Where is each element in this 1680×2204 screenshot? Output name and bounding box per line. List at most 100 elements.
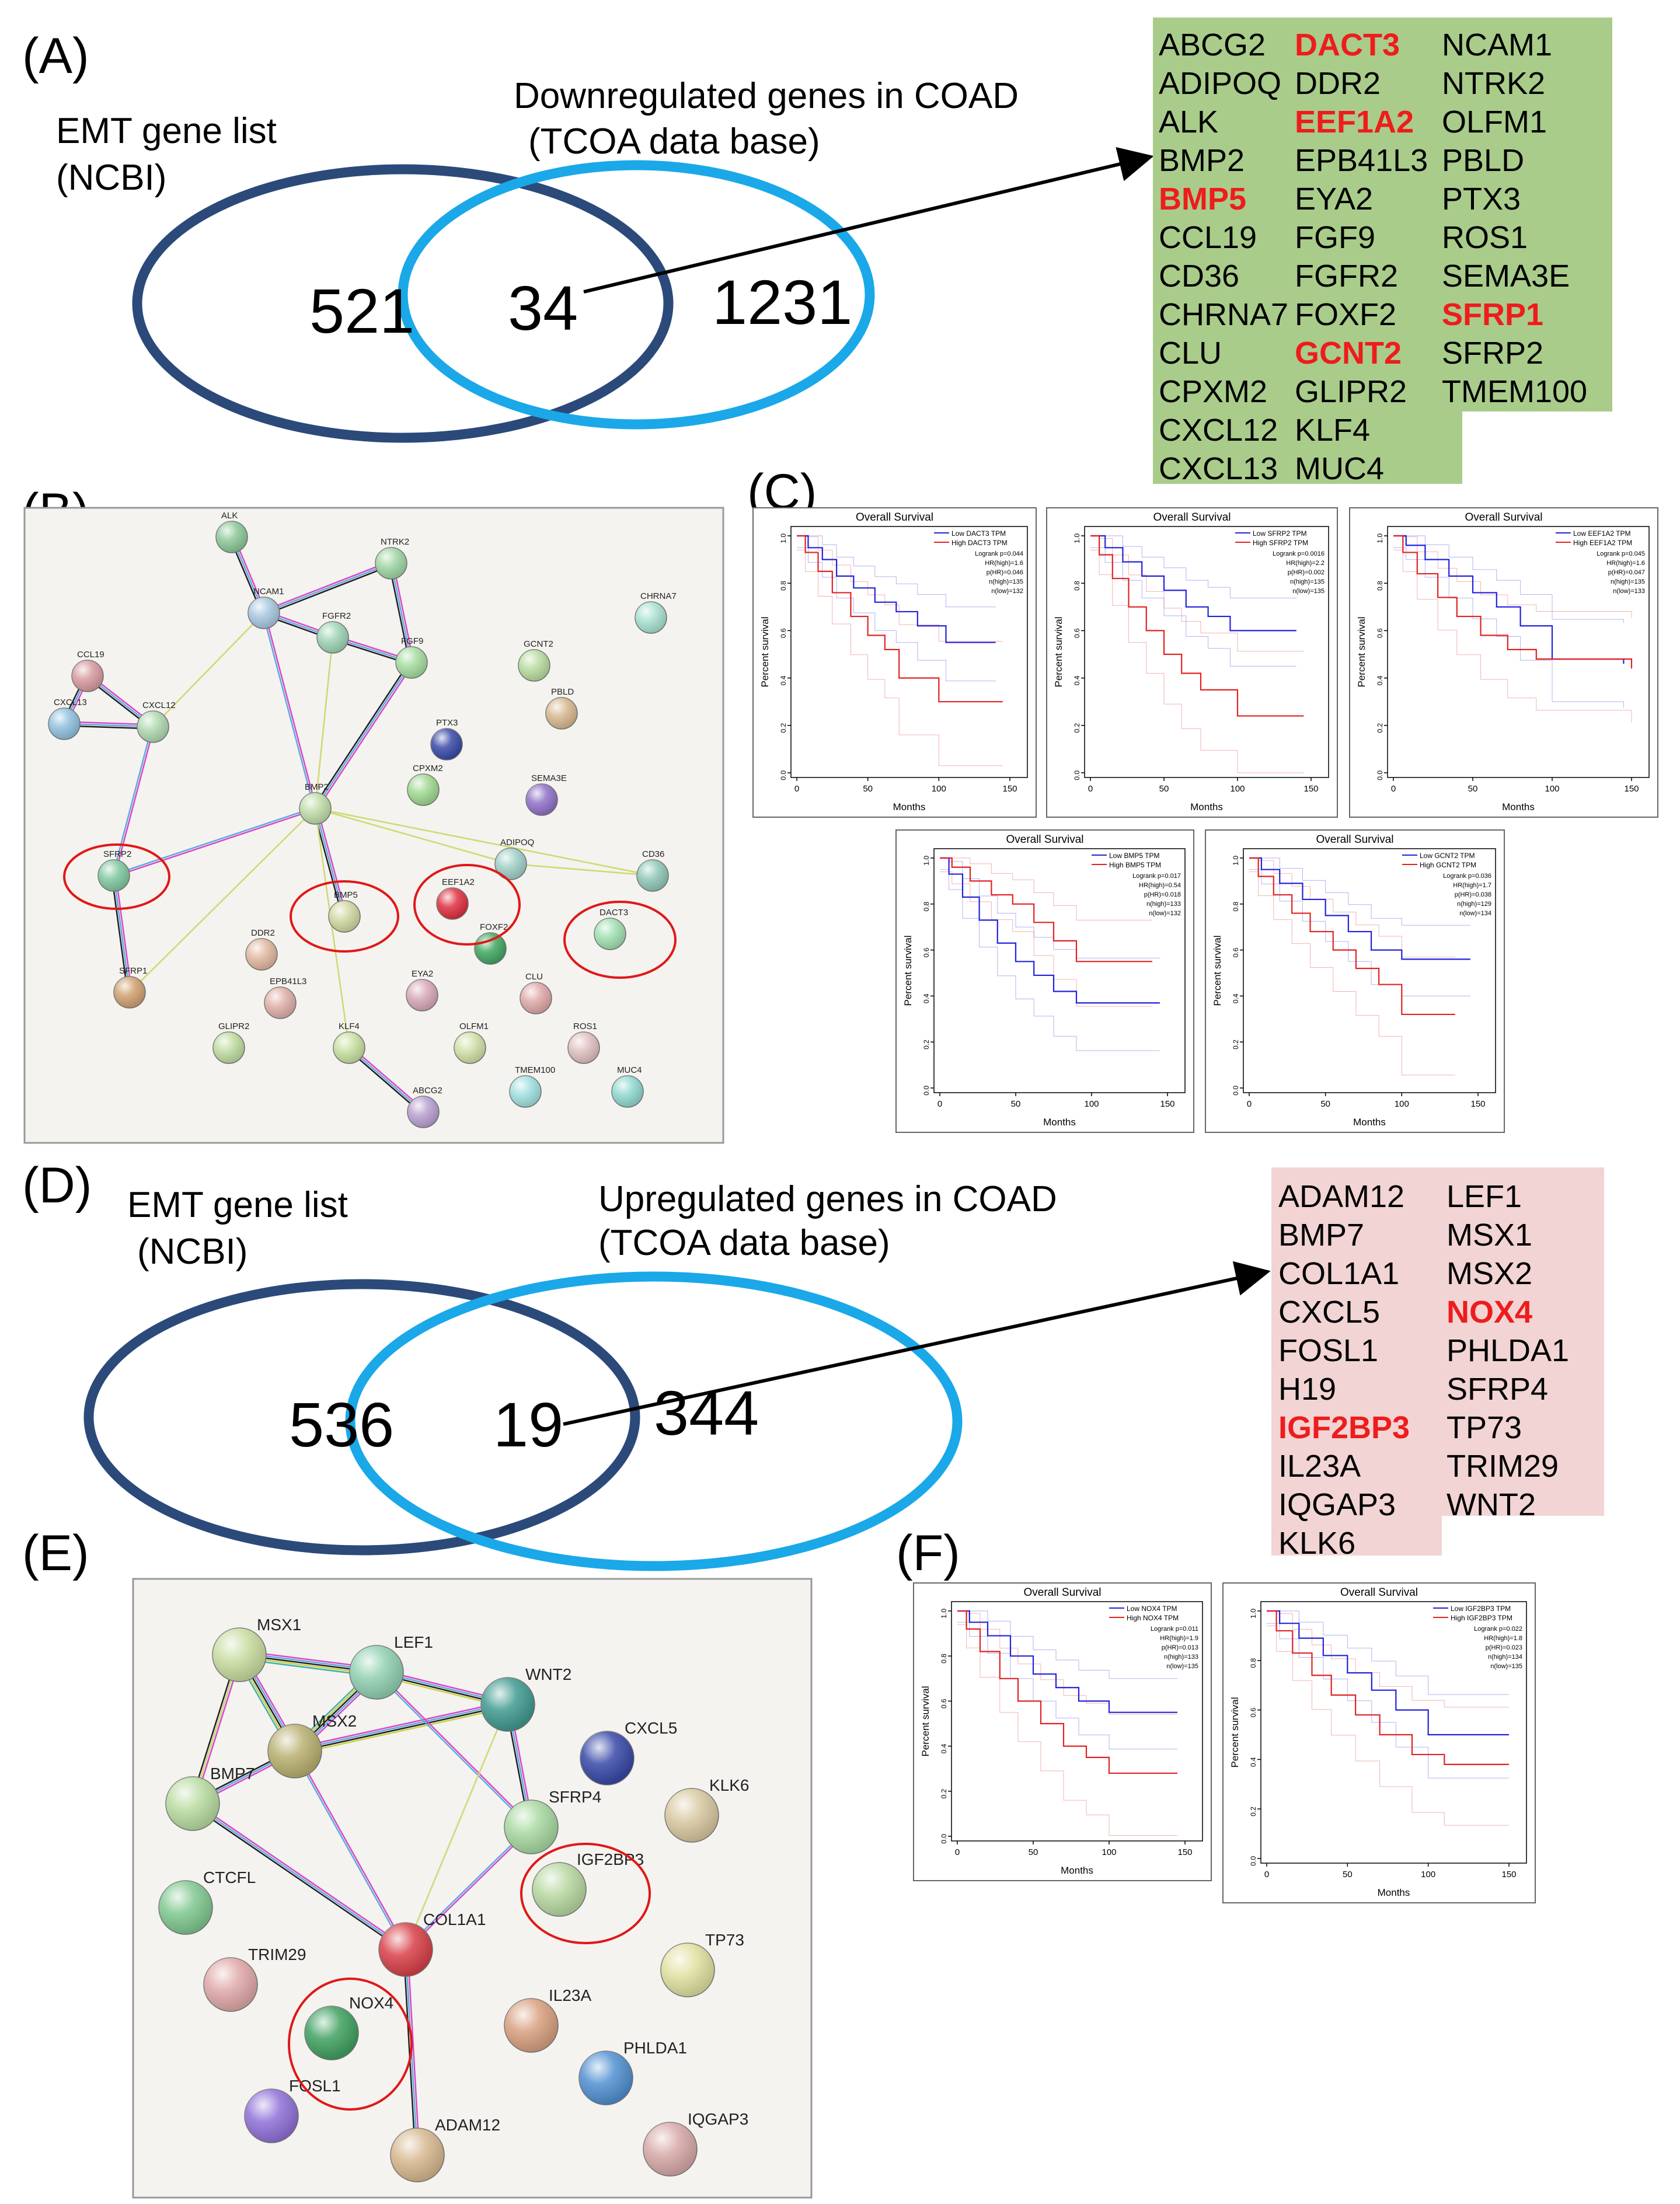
network-node-label: NOX4 bbox=[349, 1994, 393, 2012]
network-node-label: GCNT2 bbox=[524, 639, 553, 649]
stat-hr: HR(high)=2.2 bbox=[1286, 560, 1325, 567]
network-node-label: DDR2 bbox=[251, 928, 275, 938]
network-node-shine bbox=[504, 1800, 558, 1854]
gene-name: BMP7 bbox=[1278, 1218, 1364, 1253]
network-node-label: PBLD bbox=[551, 687, 574, 697]
network-node-label: EYA2 bbox=[412, 969, 433, 979]
gene-name: CXCL5 bbox=[1278, 1295, 1380, 1330]
network-node-label: BMP5 bbox=[334, 890, 358, 900]
panel-a-label: (A) bbox=[22, 28, 89, 84]
venn-a-right-title: Downregulated genes in COAD bbox=[514, 76, 1019, 116]
low-curve-ci-upper bbox=[1090, 535, 1296, 599]
network-node-label: KLF4 bbox=[339, 1021, 360, 1031]
network-node-shine bbox=[245, 2089, 298, 2143]
survival-plot: Overall Survival 0.0 0.2 0.4 0.6 0.8 1.0 0 50 100… bbox=[1205, 829, 1505, 1133]
venn-d-overlap-count: 19 bbox=[493, 1389, 563, 1460]
network-node-label: EEF1A2 bbox=[442, 877, 475, 887]
network-node-label: OLFM1 bbox=[459, 1021, 489, 1031]
legend-low-label: Low EEF1A2 TPM bbox=[1573, 529, 1630, 538]
network-node-shine bbox=[137, 711, 169, 742]
network-node-label: KLK6 bbox=[709, 1776, 750, 1794]
plot-area bbox=[1084, 526, 1329, 778]
network-node-shine bbox=[643, 2122, 697, 2176]
x-axis-label: Months bbox=[1353, 1117, 1386, 1128]
network-node-label: DACT3 bbox=[599, 908, 628, 918]
gene-name: GCNT2 bbox=[1295, 336, 1402, 371]
legend-low-label: Low IGF2BP3 TPM bbox=[1451, 1605, 1511, 1613]
network-node-shine bbox=[407, 1096, 439, 1128]
gene-name: WNT2 bbox=[1447, 1487, 1536, 1522]
stat-nlow: n(low)=135 bbox=[1490, 1663, 1522, 1670]
high-expression-curve bbox=[1249, 857, 1455, 1016]
network-node-shine bbox=[213, 1032, 245, 1063]
survival-plot: Overall Survival 0.0 0.2 0.4 0.6 0.8 1.0 0 50 100… bbox=[752, 507, 1037, 818]
venn-a-left-title: EMT gene list bbox=[56, 111, 277, 151]
gene-name: EEF1A2 bbox=[1295, 104, 1414, 140]
network-node-shine bbox=[437, 888, 468, 919]
x-tick-label: 50 bbox=[1159, 784, 1169, 794]
x-tick-label: 150 bbox=[1470, 1099, 1485, 1109]
y-axis-label: Percent survival bbox=[1356, 617, 1367, 688]
gene-name: COL1A1 bbox=[1278, 1256, 1399, 1291]
network-edge bbox=[263, 560, 391, 612]
high-expression-curve bbox=[1393, 535, 1633, 669]
network-edge bbox=[263, 562, 392, 614]
plot-title: Overall Survival bbox=[856, 511, 933, 524]
gene-name: ADIPOQ bbox=[1159, 66, 1281, 101]
venn-d-right-set bbox=[345, 1271, 963, 1571]
network-node-shine bbox=[248, 597, 280, 629]
gene-name: CLU bbox=[1159, 336, 1222, 371]
x-tick-label: 100 bbox=[1421, 1870, 1435, 1879]
stat-logrank: Logrank p=0.011 bbox=[1151, 1626, 1198, 1633]
low-expression-curve bbox=[1267, 1610, 1509, 1736]
legend-high-label: High BMP5 TPM bbox=[1109, 861, 1161, 869]
y-tick-label: 0.8 bbox=[1073, 581, 1081, 591]
y-tick-label: 0.2 bbox=[1249, 1807, 1257, 1816]
network-node-shine bbox=[635, 602, 667, 633]
gene-name: ALK bbox=[1159, 104, 1218, 140]
network-node-label: EPB41L3 bbox=[270, 977, 306, 986]
network-node-label: CD36 bbox=[642, 849, 664, 859]
y-tick-label: 0.2 bbox=[1232, 1040, 1240, 1049]
network-node-shine bbox=[246, 939, 277, 970]
network-node-shine bbox=[350, 1645, 403, 1699]
gene-name: LEF1 bbox=[1447, 1179, 1522, 1214]
network-node-shine bbox=[579, 2051, 633, 2105]
y-tick-label: 1.0 bbox=[1073, 533, 1081, 543]
network-node-shine bbox=[475, 933, 506, 964]
stat-logrank: Logrank p=0.017 bbox=[1132, 873, 1181, 880]
network-edge bbox=[405, 1704, 509, 1950]
stat-nhigh: n(high)=133 bbox=[1146, 901, 1181, 908]
network-node-label: FGF9 bbox=[401, 636, 423, 646]
network-node-shine bbox=[379, 1923, 433, 1976]
y-tick-label: 0.6 bbox=[779, 628, 787, 638]
x-axis-label: Months bbox=[893, 801, 926, 812]
gene-name: PHLDA1 bbox=[1447, 1333, 1569, 1368]
survival-plot-frame bbox=[913, 1582, 1212, 1881]
x-tick-label: 150 bbox=[1177, 1847, 1192, 1857]
stat-nhigh: n(high)=135 bbox=[1611, 578, 1645, 585]
highlight-circle-sfrp2 bbox=[63, 843, 170, 910]
network-node-shine bbox=[305, 2006, 358, 2060]
survival-plot-frame bbox=[895, 829, 1194, 1133]
network-node-shine bbox=[204, 1958, 257, 2011]
network-edge bbox=[375, 1672, 531, 1829]
venn-a-left-subtitle: (NCBI) bbox=[56, 158, 166, 198]
network-node-shine bbox=[510, 1076, 541, 1107]
network-node-label: TRIM29 bbox=[248, 1945, 306, 1964]
low-expression-curve bbox=[1090, 535, 1296, 632]
gene-name: ABCG2 bbox=[1159, 27, 1266, 62]
gene-name: BMP2 bbox=[1159, 143, 1245, 178]
network-node-label: SEMA3E bbox=[531, 773, 567, 783]
network-node-shine bbox=[375, 547, 407, 579]
network-node-shine bbox=[520, 982, 552, 1014]
venn-a-left-count: 521 bbox=[309, 276, 414, 346]
venn-d-left-count: 536 bbox=[289, 1389, 394, 1460]
gene-name: ADAM12 bbox=[1278, 1179, 1404, 1214]
network-node-shine bbox=[661, 1943, 714, 1997]
x-tick-label: 150 bbox=[1624, 784, 1639, 794]
x-axis-label: Months bbox=[1378, 1887, 1410, 1898]
gene-name: ROS1 bbox=[1442, 220, 1528, 255]
y-tick-label: 0.2 bbox=[940, 1788, 948, 1798]
